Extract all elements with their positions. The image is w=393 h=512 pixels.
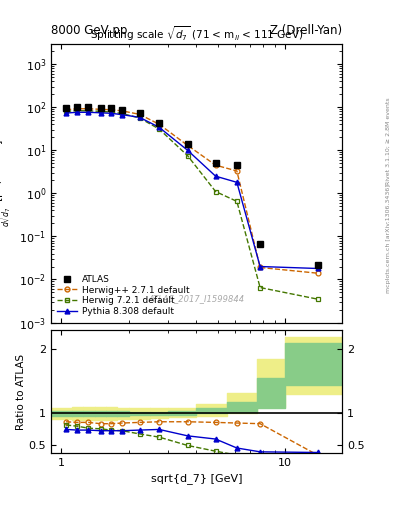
Y-axis label: $\frac{d\sigma}{d\sqrt{d_7}}$ [pb,GeV$^{-1}$]: $\frac{d\sigma}{d\sqrt{d_7}}$ [pb,GeV$^{…	[0, 139, 15, 227]
Legend: ATLAS, Herwig++ 2.7.1 default, Herwig 7.2.1 default, Pythia 8.308 default: ATLAS, Herwig++ 2.7.1 default, Herwig 7.…	[55, 273, 191, 318]
Text: Z (Drell-Yan): Z (Drell-Yan)	[270, 24, 342, 36]
Text: ATLAS_2017_I1599844: ATLAS_2017_I1599844	[149, 294, 244, 303]
X-axis label: sqrt{d_7} [GeV]: sqrt{d_7} [GeV]	[151, 474, 242, 484]
Text: mcplots.cern.ch [arXiv:1306.3436]: mcplots.cern.ch [arXiv:1306.3436]	[386, 184, 391, 293]
Text: 8000 GeV pp: 8000 GeV pp	[51, 24, 127, 36]
Title: Splitting scale $\sqrt{d_7}$ (71 < m$_{ll}$ < 111 GeV): Splitting scale $\sqrt{d_7}$ (71 < m$_{l…	[90, 25, 303, 44]
Y-axis label: Ratio to ATLAS: Ratio to ATLAS	[16, 354, 26, 430]
Text: Rivet 3.1.10; ≥ 2.8M events: Rivet 3.1.10; ≥ 2.8M events	[386, 97, 391, 185]
